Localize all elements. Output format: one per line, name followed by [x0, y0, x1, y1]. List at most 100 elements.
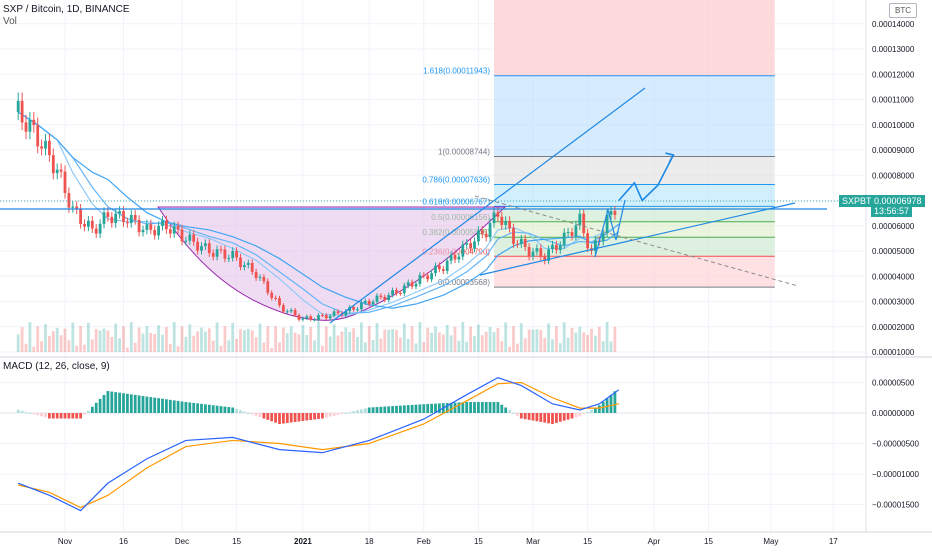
candle-body: [328, 315, 332, 319]
price-tick-label: 0.00010000: [872, 121, 915, 130]
macd-histogram-bar: [40, 413, 43, 417]
candle-body: [367, 300, 371, 305]
volume-bar: [270, 347, 274, 352]
macd-histogram-bar: [278, 413, 281, 424]
candle-body: [24, 122, 28, 132]
candle-body: [235, 251, 238, 258]
volume-bar: [344, 327, 348, 352]
drawings[interactable]: [0, 87, 866, 324]
candle-body: [258, 277, 262, 279]
macd-histogram-bar: [438, 403, 441, 413]
candle-body: [523, 238, 527, 248]
symbol-title[interactable]: SXP / Bitcoin, 1D, BINANCE: [3, 4, 130, 15]
macd-histogram-bar: [578, 413, 582, 417]
candle-body: [75, 206, 79, 210]
macd-histogram-bar: [305, 413, 309, 421]
volume-bar: [500, 341, 504, 352]
fib-label: 0(0.00003568): [438, 278, 490, 287]
macd-histogram-bar: [516, 413, 519, 416]
macd-histogram-bar: [172, 400, 176, 413]
fib-label: 0.618(0.00006767): [422, 197, 490, 206]
macd-histogram-bar: [586, 411, 589, 413]
candle-body: [375, 295, 379, 302]
volume-bar: [578, 326, 582, 352]
candle-body: [453, 254, 457, 260]
candle-body: [601, 233, 605, 242]
candle-body: [500, 216, 504, 226]
volume-bar: [469, 326, 472, 352]
currency-badge[interactable]: BTC: [889, 3, 917, 18]
candle-body: [16, 100, 20, 113]
projection-arrowhead: [665, 152, 675, 163]
time-scale[interactable]: Nov 16 Dec 15 2021 18 Feb 15 Mar 15 Apr 15 May 17: [58, 537, 838, 546]
volume-bar: [63, 328, 67, 352]
candle-body: [118, 211, 121, 214]
macd-histogram-bar: [391, 406, 394, 413]
volume-bar: [59, 335, 63, 352]
candle-body: [484, 233, 488, 238]
volume-label[interactable]: Vol: [3, 16, 17, 27]
volume-bar: [496, 328, 500, 352]
volume-bar: [558, 343, 562, 352]
macd-histogram-bar: [243, 411, 246, 413]
macd-histogram-bar: [239, 410, 242, 413]
time-tick-label: Feb: [417, 537, 431, 546]
volume-bar: [289, 326, 293, 352]
volume-bar: [55, 327, 59, 352]
macd-histogram-bar: [558, 413, 562, 422]
volume-bar: [161, 334, 164, 352]
candle-body: [461, 244, 465, 257]
candle-body: [418, 275, 422, 284]
fib-zone: [494, 75, 775, 157]
volume-bar: [71, 322, 75, 352]
macd-scale[interactable]: 0.00000500 0.00000000 −0.00000500 −0.000010…: [872, 379, 919, 510]
candle-body: [356, 309, 359, 311]
volume-bar: [531, 329, 535, 352]
macd-histogram-bar: [129, 394, 133, 413]
macd-histogram-bar: [512, 413, 515, 414]
candle-body: [204, 243, 207, 247]
candle-body: [71, 206, 75, 208]
candle-body: [558, 245, 562, 251]
candle-body: [387, 295, 391, 301]
macd-histogram-bar: [344, 413, 348, 414]
macd-histogram-bar: [480, 402, 484, 413]
price-scale[interactable]: 0.00014000 0.00013000 0.00012000 0.00011000…: [872, 20, 915, 357]
macd-histogram-bar: [137, 395, 141, 413]
volume-bar: [133, 342, 137, 352]
candle-body: [254, 271, 258, 279]
volume-bar: [406, 338, 410, 352]
macd-histogram-bar: [539, 413, 543, 422]
macd-histogram-bar: [371, 407, 375, 413]
volume-bar: [102, 328, 106, 352]
candle-body: [371, 301, 375, 305]
volume-bar: [309, 326, 313, 352]
macd-histogram-bar: [83, 413, 86, 415]
candle-body: [547, 249, 550, 261]
volume-bar: [250, 330, 254, 352]
macd-pane[interactable]: [0, 376, 866, 512]
candle-body: [391, 290, 394, 296]
candle-body: [102, 212, 106, 224]
macd-label[interactable]: MACD (12, 26, close, 9): [3, 361, 110, 372]
cup-pattern-fill[interactable]: [157, 206, 507, 321]
countdown-tag: 13:56:57: [871, 206, 913, 217]
fib-retracement[interactable]: 1.618(0.00011943) 1(0.00008744) 0.786(0.00…: [422, 0, 775, 288]
macd-histogram-bar: [180, 401, 184, 413]
price-tick-label: 0.00002000: [872, 323, 915, 332]
volume-bar: [274, 326, 277, 352]
macd-histogram-bar: [79, 413, 82, 419]
macd-histogram-bar: [297, 413, 301, 422]
fib-zone: [494, 184, 775, 207]
price-tick-label: 0.00013000: [872, 45, 915, 54]
candle-body: [301, 318, 305, 320]
volume-bar: [149, 332, 153, 352]
price-tick-label: 0.00011000: [872, 96, 914, 105]
price-tick-label: 0.00001000: [872, 348, 915, 357]
volume-bar: [297, 334, 301, 352]
volume-bar: [122, 326, 125, 352]
volume-bar: [180, 326, 184, 352]
macd-histogram-bar: [340, 413, 344, 414]
volume-bar: [165, 327, 168, 352]
